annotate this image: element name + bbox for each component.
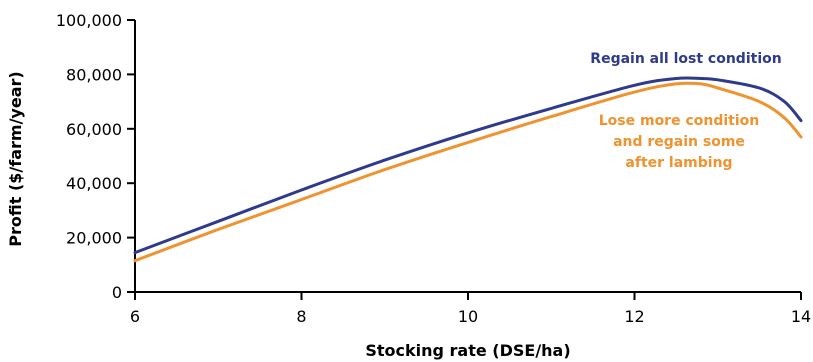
series-label-line: Lose more condition	[599, 113, 760, 129]
y-tick-label: 80,000	[66, 65, 122, 84]
series-label-regain: Regain all lost condition	[590, 51, 781, 67]
x-axis-title: Stocking rate (DSE/ha)	[365, 341, 570, 360]
axes: 0 20,000 40,000 60,000 80,000 100,000 6 8 10 12 14	[56, 11, 811, 326]
y-tick-label: 100,000	[56, 11, 122, 30]
x-tick-label: 8	[296, 307, 306, 326]
y-axis-title: Profit ($/farm/year)	[6, 71, 25, 246]
y-tick-label: 20,000	[66, 229, 122, 248]
y-tick-label: 40,000	[66, 174, 122, 193]
x-tick-label: 6	[130, 307, 140, 326]
series-label-line: and regain some	[613, 134, 745, 150]
x-tick-label: 10	[458, 307, 478, 326]
series-label-line: after lambing	[625, 155, 732, 171]
y-tick-label: 60,000	[66, 120, 122, 139]
x-tick-label: 14	[791, 307, 811, 326]
y-tick-label: 0	[112, 283, 122, 302]
series-line-regain	[133, 76, 803, 255]
series-label-lose-more: Lose more condition and regain some after …	[599, 113, 760, 171]
x-tick-label: 12	[624, 307, 644, 326]
series-lines	[133, 76, 803, 263]
series-line-lose-more	[133, 81, 803, 263]
